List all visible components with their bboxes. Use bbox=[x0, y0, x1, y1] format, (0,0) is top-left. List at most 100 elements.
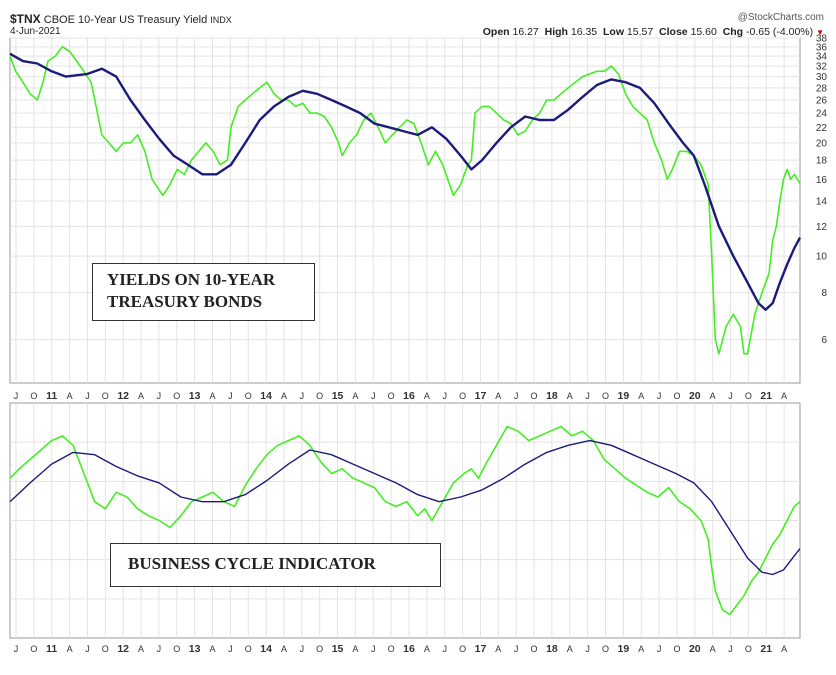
x-tick-label: 12 bbox=[117, 390, 129, 402]
x-tick-label: A bbox=[567, 644, 573, 654]
x-tick-label: O bbox=[673, 644, 680, 654]
x-tick-label: J bbox=[14, 644, 19, 654]
x-tick-label: O bbox=[245, 391, 252, 401]
y-tick-label: 20 bbox=[816, 138, 828, 149]
moving-average-line bbox=[9, 52, 802, 311]
x-tick-label: J bbox=[442, 644, 447, 654]
x-tick-label: 13 bbox=[189, 643, 201, 655]
x-tick-label: J bbox=[514, 391, 519, 401]
plot-frame bbox=[9, 37, 801, 384]
x-tick-label: J bbox=[371, 391, 376, 401]
x-tick-label: 19 bbox=[618, 390, 630, 402]
x-tick-label: O bbox=[531, 391, 538, 401]
x-tick-label: O bbox=[102, 644, 109, 654]
x-tick-label: J bbox=[728, 644, 733, 654]
x-tick-label: O bbox=[602, 391, 609, 401]
x-tick-label: J bbox=[657, 644, 662, 654]
x-tick-label: O bbox=[388, 644, 395, 654]
x-tick-label: 16 bbox=[403, 390, 415, 402]
x-tick-label: 16 bbox=[403, 643, 415, 655]
x-tick-label: J bbox=[14, 391, 19, 401]
x-tick-label: J bbox=[157, 644, 162, 654]
y-tick-label: 22 bbox=[816, 123, 828, 134]
panel-business-cycle: J O 11 A J O 12 A J O 13 A J O 14 A J O 15 A J O 16 A J O 17 A J O 18 A… bbox=[9, 402, 801, 655]
x-tick-label: 11 bbox=[46, 390, 57, 402]
x-tick-label: A bbox=[781, 644, 787, 654]
close-label: Close bbox=[659, 26, 688, 38]
price-line bbox=[9, 45, 801, 355]
x-tick-label: J bbox=[300, 391, 305, 401]
x-tick-label: 11 bbox=[46, 643, 57, 655]
x-tick-label: 21 bbox=[760, 390, 772, 402]
x-tick-label: J bbox=[85, 391, 90, 401]
x-tick-label: A bbox=[424, 644, 430, 654]
x-tick-label: A bbox=[67, 644, 73, 654]
x-tick-label: O bbox=[102, 391, 109, 401]
price-line bbox=[9, 425, 801, 616]
x-tick-label: 20 bbox=[689, 643, 701, 655]
yields-annotation-line1: YIELDS ON 10-YEAR bbox=[107, 270, 276, 289]
low-label: Low bbox=[603, 26, 624, 38]
x-tick-label: A bbox=[495, 644, 501, 654]
x-tick-label: 15 bbox=[332, 643, 344, 655]
high-label: High bbox=[544, 26, 568, 38]
x-tick-label: A bbox=[209, 391, 215, 401]
x-tick-label: 18 bbox=[546, 390, 558, 402]
x-tick-label: O bbox=[531, 644, 538, 654]
x-tick-label: J bbox=[300, 644, 305, 654]
x-tick-label: J bbox=[657, 391, 662, 401]
high-value: 16.35 bbox=[570, 26, 598, 38]
yields-annotation-line2: TREASURY BONDS bbox=[107, 292, 263, 311]
chg-label: Chg bbox=[722, 26, 744, 38]
x-tick-label: O bbox=[602, 644, 609, 654]
x-tick-label: O bbox=[30, 391, 37, 401]
x-tick-label: 19 bbox=[618, 643, 630, 655]
open-value: 16.27 bbox=[512, 26, 539, 38]
x-tick-label: 21 bbox=[760, 643, 772, 655]
x-tick-label: J bbox=[585, 644, 590, 654]
x-tick-label: J bbox=[85, 644, 90, 654]
brand-watermark: @StockCharts.com bbox=[737, 12, 824, 23]
x-tick-label: 14 bbox=[260, 390, 272, 402]
x-tick-label: O bbox=[316, 644, 323, 654]
business-cycle-annotation-box: BUSINESS CYCLE INDICATOR bbox=[110, 543, 441, 587]
x-tick-label: A bbox=[281, 644, 287, 654]
x-tick-label: 17 bbox=[475, 390, 487, 402]
x-tick-label: A bbox=[638, 644, 644, 654]
x-tick-label: 14 bbox=[260, 643, 272, 655]
x-tick-label: 15 bbox=[332, 390, 344, 402]
x-tick-label: A bbox=[138, 644, 144, 654]
chart-header-left: $TNX CBOE 10-Year US Treasury Yield INDX bbox=[10, 12, 232, 26]
x-tick-label: A bbox=[67, 391, 73, 401]
y-tick-label: 30 bbox=[816, 72, 828, 83]
x-tick-label: J bbox=[228, 391, 233, 401]
down-arrow-icon: ▼ bbox=[816, 28, 824, 37]
x-tick-label: 18 bbox=[546, 643, 558, 655]
y-tick-label: 34 bbox=[816, 52, 828, 63]
x-tick-label: J bbox=[585, 391, 590, 401]
y-tick-label: 6 bbox=[821, 335, 827, 346]
x-tick-label: J bbox=[442, 391, 447, 401]
y-tick-label: 36 bbox=[816, 42, 828, 53]
x-tick-label: O bbox=[245, 644, 252, 654]
x-tick-label: O bbox=[173, 644, 180, 654]
ticker-symbol: $TNX bbox=[10, 12, 41, 26]
x-tick-label: A bbox=[138, 391, 144, 401]
x-tick-label: O bbox=[745, 644, 752, 654]
x-tick-label: 17 bbox=[475, 643, 487, 655]
close-value: 15.60 bbox=[690, 26, 717, 38]
x-tick-label: A bbox=[281, 391, 287, 401]
x-tick-label: O bbox=[459, 391, 466, 401]
y-tick-label: 24 bbox=[816, 109, 828, 120]
y-tick-label: 38 bbox=[816, 34, 828, 45]
x-tick-label: A bbox=[352, 391, 358, 401]
x-tick-label: J bbox=[228, 644, 233, 654]
x-tick-label: O bbox=[388, 391, 395, 401]
y-tick-label: 32 bbox=[816, 62, 828, 73]
chg-value: -0.65 (-4.00%) bbox=[746, 26, 814, 38]
x-tick-label: A bbox=[209, 644, 215, 654]
x-tick-label: A bbox=[352, 644, 358, 654]
x-tick-label: J bbox=[371, 644, 376, 654]
y-tick-label: 10 bbox=[816, 252, 828, 263]
ohlc-readout: Open 16.27 High 16.35 Low 15.57 Close 15… bbox=[483, 26, 824, 38]
